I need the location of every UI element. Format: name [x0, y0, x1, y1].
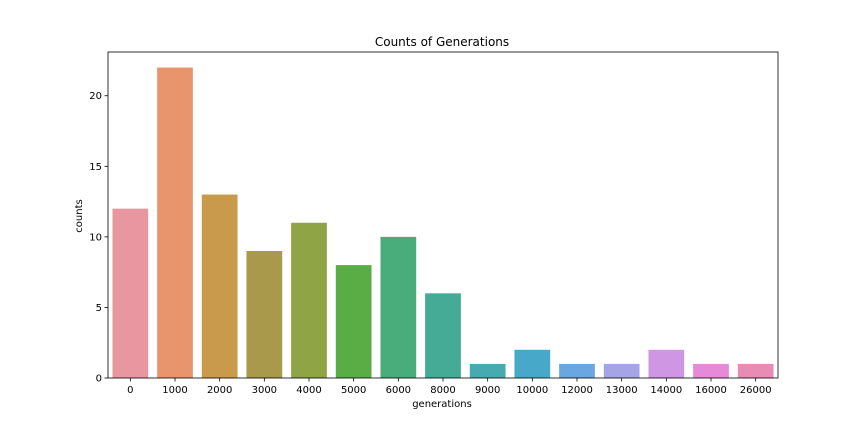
x-tick-label: 2000 — [207, 385, 232, 396]
x-tick-label: 12000 — [561, 385, 593, 396]
bar-3000 — [246, 250, 283, 378]
x-tick-label: 14000 — [650, 385, 682, 396]
y-ticks-group: 0 5 10 15 20 — [89, 91, 108, 385]
bar-6000 — [380, 236, 417, 378]
y-tick-label: 0 — [96, 374, 102, 385]
x-tick-label: 8000 — [430, 385, 455, 396]
x-tick-label: 4000 — [296, 385, 321, 396]
bar-14000 — [648, 349, 685, 378]
x-tick-label: 6000 — [386, 385, 411, 396]
bar-9000 — [469, 363, 506, 378]
x-tick-label: 13000 — [606, 385, 638, 396]
x-tick-label: 5000 — [341, 385, 366, 396]
bar-12000 — [559, 363, 595, 378]
bar-0 — [112, 208, 149, 378]
x-axis-label: generations — [412, 399, 472, 410]
y-axis-label: counts — [74, 199, 85, 232]
y-tick-label: 10 — [89, 232, 102, 243]
x-tick-label: 1000 — [162, 385, 187, 396]
y-tick-label: 15 — [89, 162, 102, 173]
bar-8000 — [425, 293, 461, 378]
bar-26000 — [737, 363, 774, 378]
bar-1000 — [157, 67, 193, 379]
bar-4000 — [291, 222, 327, 378]
bar-5000 — [335, 265, 372, 378]
bar-2000 — [201, 194, 238, 378]
bar-13000 — [603, 363, 640, 378]
bar-10000 — [514, 349, 551, 378]
bars-group — [112, 67, 774, 379]
chart-title: Counts of Generations — [375, 35, 509, 49]
y-tick-label: 20 — [89, 91, 102, 102]
plot-frame — [107, 51, 779, 379]
x-tick-label: 10000 — [516, 385, 548, 396]
x-tick-label: 0 — [127, 385, 133, 396]
x-tick-label: 9000 — [475, 385, 500, 396]
x-tick-label: 16000 — [695, 385, 727, 396]
bar-16000 — [693, 363, 729, 378]
x-ticks-group: 0 1000 2000 3000 4000 5000 6000 8000 9000 10000 12… — [127, 378, 772, 396]
y-tick-label: 5 — [96, 303, 102, 314]
x-tick-label: 3000 — [252, 385, 277, 396]
x-tick-label: 26000 — [740, 385, 772, 396]
